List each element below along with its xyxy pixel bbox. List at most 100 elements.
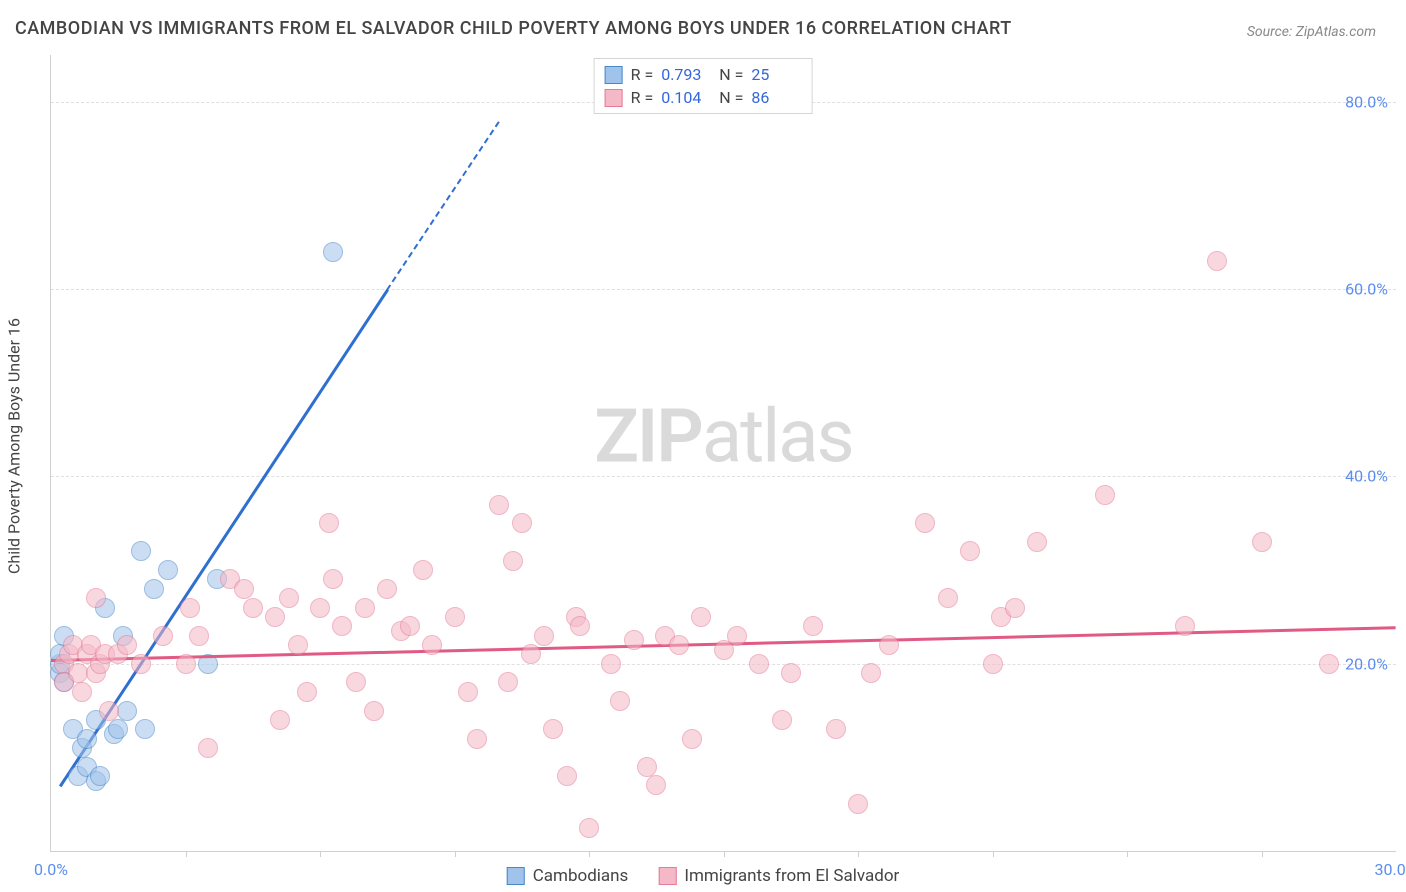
data-point xyxy=(1005,598,1025,618)
data-point xyxy=(131,541,151,561)
data-point xyxy=(355,598,375,618)
data-point xyxy=(879,635,899,655)
x-minor-tick xyxy=(589,851,590,857)
stats-row: R =0.793N =25 xyxy=(605,63,802,86)
data-point xyxy=(646,775,666,795)
data-point xyxy=(938,588,958,608)
legend-swatch xyxy=(658,867,676,885)
legend-item: Cambodians xyxy=(507,866,629,886)
n-value: 25 xyxy=(751,65,801,84)
data-point xyxy=(749,654,769,674)
data-point xyxy=(848,794,868,814)
data-point xyxy=(117,701,137,721)
data-point xyxy=(579,818,599,838)
data-point xyxy=(781,663,801,683)
data-point xyxy=(826,719,846,739)
data-point xyxy=(323,569,343,589)
data-point xyxy=(669,635,689,655)
data-point xyxy=(1095,485,1115,505)
data-point xyxy=(445,607,465,627)
data-point xyxy=(557,766,577,786)
data-point xyxy=(803,616,823,636)
r-value: 0.793 xyxy=(661,65,711,84)
x-minor-tick xyxy=(1127,851,1128,857)
legend-label: Immigrants from El Salvador xyxy=(684,866,899,886)
bottom-legend: Cambodians Immigrants from El Salvador xyxy=(507,866,900,886)
x-minor-tick xyxy=(724,851,725,857)
data-point xyxy=(297,682,317,702)
r-value: 0.104 xyxy=(661,88,711,107)
legend-swatch xyxy=(507,867,525,885)
r-label: R = xyxy=(631,88,654,107)
y-tick-label: 20.0% xyxy=(1345,654,1388,673)
data-point xyxy=(637,757,657,777)
y-tick-label: 80.0% xyxy=(1345,92,1388,111)
data-point xyxy=(691,607,711,627)
legend-label: Cambodians xyxy=(533,866,629,886)
n-value: 86 xyxy=(751,88,801,107)
data-point xyxy=(915,513,935,533)
data-point xyxy=(1319,654,1339,674)
data-point xyxy=(135,719,155,739)
data-point xyxy=(131,654,151,674)
y-tick-label: 60.0% xyxy=(1345,280,1388,299)
data-point xyxy=(772,710,792,730)
data-point xyxy=(158,560,178,580)
data-point xyxy=(489,495,509,515)
correlation-chart: CAMBODIAN VS IMMIGRANTS FROM EL SALVADOR… xyxy=(0,0,1406,892)
data-point xyxy=(108,719,128,739)
data-point xyxy=(176,654,196,674)
data-point xyxy=(117,635,137,655)
x-minor-tick xyxy=(993,851,994,857)
data-point xyxy=(279,588,299,608)
source-label: Source: ZipAtlas.com xyxy=(1247,24,1376,40)
trend-line-dash xyxy=(386,121,500,291)
data-point xyxy=(570,616,590,636)
x-tick-label: 0.0% xyxy=(34,860,68,879)
n-label: N = xyxy=(719,65,743,84)
data-point xyxy=(288,635,308,655)
data-point xyxy=(90,766,110,786)
x-minor-tick xyxy=(455,851,456,857)
data-point xyxy=(861,663,881,683)
watermark: ZIPatlas xyxy=(594,394,852,481)
data-point xyxy=(960,541,980,561)
data-point xyxy=(189,626,209,646)
x-minor-tick xyxy=(186,851,187,857)
legend-item: Immigrants from El Salvador xyxy=(658,866,899,886)
data-point xyxy=(682,729,702,749)
data-point xyxy=(413,560,433,580)
data-point xyxy=(153,626,173,646)
x-minor-tick xyxy=(1262,851,1263,857)
data-point xyxy=(86,588,106,608)
x-minor-tick xyxy=(320,851,321,857)
data-point xyxy=(601,654,621,674)
legend-swatch xyxy=(605,66,623,84)
data-point xyxy=(198,738,218,758)
stats-box: R =0.793N =25R =0.104N =86 xyxy=(594,58,813,114)
data-point xyxy=(180,598,200,618)
data-point xyxy=(144,579,164,599)
data-point xyxy=(265,607,285,627)
legend-swatch xyxy=(605,89,623,107)
data-point xyxy=(534,626,554,646)
data-point xyxy=(610,691,630,711)
data-point xyxy=(624,630,644,650)
data-point xyxy=(1027,532,1047,552)
data-point xyxy=(332,616,352,636)
gridline xyxy=(51,476,1396,477)
gridline xyxy=(51,289,1396,290)
data-point xyxy=(310,598,330,618)
data-point xyxy=(323,242,343,262)
chart-title: CAMBODIAN VS IMMIGRANTS FROM EL SALVADOR… xyxy=(15,18,1012,39)
data-point xyxy=(270,710,290,730)
gridline xyxy=(51,664,1396,665)
stats-row: R =0.104N =86 xyxy=(605,86,802,109)
y-tick-label: 40.0% xyxy=(1345,467,1388,486)
data-point xyxy=(319,513,339,533)
data-point xyxy=(983,654,1003,674)
data-point xyxy=(467,729,487,749)
data-point xyxy=(77,729,97,749)
data-point xyxy=(377,579,397,599)
data-point xyxy=(346,672,366,692)
